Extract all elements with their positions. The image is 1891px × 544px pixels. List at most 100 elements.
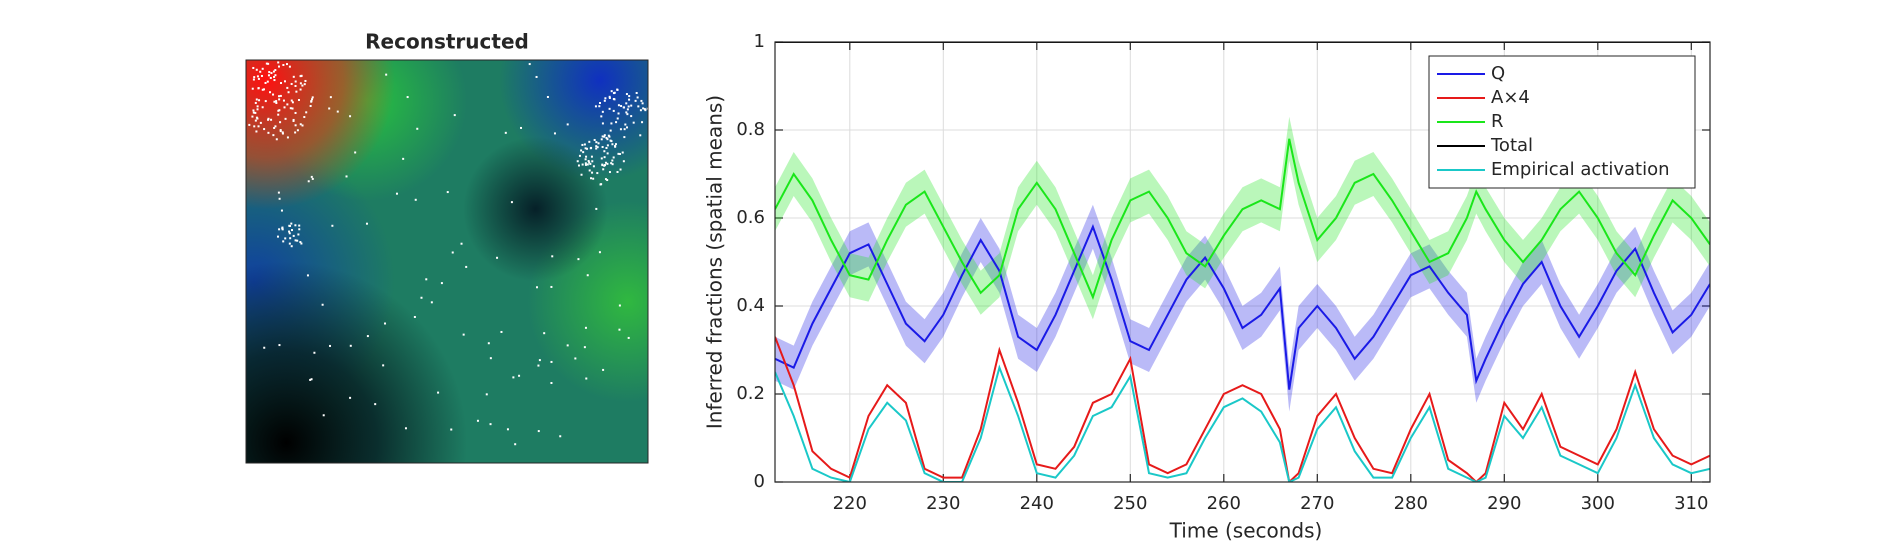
dot	[252, 66, 255, 69]
series-line	[775, 224, 1710, 390]
dot	[278, 98, 281, 101]
dot	[279, 94, 282, 97]
dot	[286, 103, 289, 106]
dot	[623, 106, 626, 109]
dot	[349, 344, 352, 347]
dot	[588, 140, 591, 143]
dot	[299, 82, 302, 85]
dot	[292, 119, 295, 122]
dot	[605, 147, 608, 150]
dot	[288, 232, 291, 235]
dot	[297, 233, 300, 236]
panel-border	[245, 59, 649, 464]
dot	[553, 132, 556, 135]
dot	[259, 70, 262, 73]
dot	[600, 157, 603, 160]
dot	[611, 143, 614, 146]
heatmap-blob	[246, 60, 648, 463]
plot-border	[774, 41, 1711, 483]
dot	[277, 113, 280, 116]
dot	[274, 125, 277, 128]
x-tick-label: 300	[1581, 493, 1615, 514]
dot	[543, 332, 546, 335]
dot	[608, 171, 611, 174]
series-line	[775, 336, 1710, 482]
dot	[611, 159, 614, 162]
dot	[496, 256, 499, 259]
y-tick-label: 0	[754, 471, 765, 492]
dot	[269, 76, 272, 79]
dot	[606, 138, 609, 141]
dot	[298, 228, 301, 231]
dot	[598, 251, 601, 254]
dot	[566, 123, 569, 126]
dot	[440, 282, 443, 285]
dot	[256, 117, 259, 120]
dot	[259, 121, 262, 124]
dot	[538, 359, 541, 362]
dot	[537, 364, 540, 367]
dot	[282, 240, 285, 243]
dot	[608, 135, 611, 138]
dot	[623, 136, 626, 139]
dot	[281, 132, 284, 135]
dot	[258, 99, 261, 102]
dot	[630, 115, 633, 118]
dot	[304, 79, 307, 82]
dot	[590, 155, 593, 158]
dot	[610, 162, 613, 165]
y-tick-label: 0.4	[736, 295, 765, 316]
dot	[303, 116, 306, 119]
dot	[322, 414, 325, 417]
dot	[630, 104, 633, 107]
dot	[632, 121, 635, 124]
dot	[518, 374, 521, 377]
dot	[620, 104, 623, 107]
dot	[272, 70, 275, 73]
dot	[599, 183, 602, 186]
dot	[597, 142, 600, 145]
dot	[585, 155, 588, 158]
dot	[299, 123, 302, 126]
legend-label: R	[1491, 111, 1504, 132]
dot	[288, 242, 291, 245]
dot	[451, 251, 454, 254]
dot	[374, 403, 377, 406]
legend: Q A×4 R Total Empirical activation	[1428, 55, 1696, 189]
dot	[584, 163, 587, 166]
dot	[576, 160, 579, 163]
dot	[602, 168, 605, 171]
dot	[272, 134, 275, 137]
dot	[251, 87, 254, 90]
dot	[310, 175, 313, 178]
dot	[487, 342, 490, 345]
dot	[606, 179, 609, 182]
dot	[345, 175, 348, 178]
dot	[514, 443, 517, 446]
dot	[626, 108, 629, 111]
dot	[595, 141, 598, 144]
x-tick-label: 310	[1674, 493, 1708, 514]
dot	[641, 102, 644, 105]
dot	[609, 139, 612, 142]
dot	[281, 131, 284, 134]
dot	[601, 135, 604, 138]
dot	[278, 344, 281, 347]
dot	[606, 152, 609, 155]
dot	[311, 177, 314, 180]
x-tick-label: 240	[1020, 493, 1054, 514]
dot	[365, 222, 368, 225]
dot	[585, 377, 588, 380]
dot	[261, 88, 264, 91]
dot	[282, 63, 285, 66]
x-tick-label: 230	[926, 493, 960, 514]
dot	[402, 157, 405, 160]
dot	[248, 123, 251, 126]
dot	[577, 164, 580, 167]
dot	[608, 96, 611, 99]
dot	[551, 255, 554, 258]
dot	[300, 74, 303, 77]
dot	[268, 71, 271, 74]
dot	[618, 328, 621, 331]
legend-label: Empirical activation	[1491, 159, 1670, 180]
